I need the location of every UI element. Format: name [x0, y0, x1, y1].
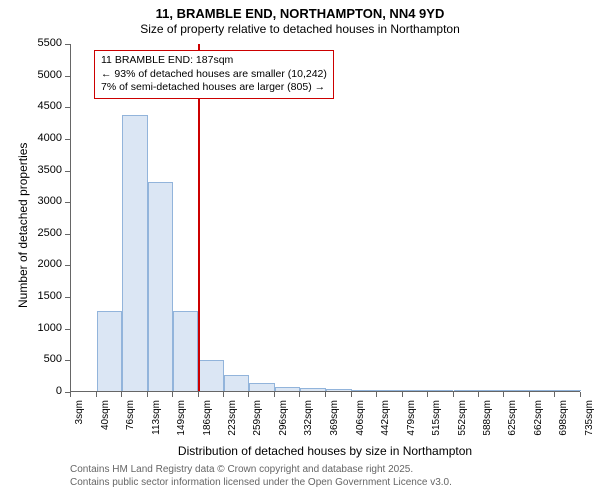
y-tick-label: 1500 [0, 290, 62, 302]
x-tick [529, 392, 530, 397]
x-tick-label: 552sqm [457, 400, 468, 460]
histogram-bar [275, 387, 300, 391]
x-tick-label: 625sqm [507, 400, 518, 460]
attribution-line1: Contains HM Land Registry data © Crown c… [70, 464, 452, 477]
x-tick-label: 369sqm [329, 400, 340, 460]
x-tick-label: 186sqm [202, 400, 213, 460]
histogram-bar [479, 390, 505, 391]
y-tick [65, 171, 70, 172]
x-tick-label: 442sqm [380, 400, 391, 460]
x-tick [503, 392, 504, 397]
histogram-bar [403, 390, 428, 391]
histogram-bar [97, 311, 122, 391]
x-tick [121, 392, 122, 397]
y-tick [65, 329, 70, 330]
y-tick [65, 44, 70, 45]
annotation-line2: ← 93% of detached houses are smaller (10… [101, 68, 327, 82]
x-tick [147, 392, 148, 397]
y-tick-label: 0 [0, 385, 62, 397]
x-tick [453, 392, 454, 397]
x-tick-label: 515sqm [431, 400, 442, 460]
y-tick [65, 202, 70, 203]
histogram-bar [224, 375, 249, 391]
x-tick [172, 392, 173, 397]
x-tick-label: 223sqm [227, 400, 238, 460]
y-tick [65, 139, 70, 140]
x-tick [299, 392, 300, 397]
histogram-bar [199, 360, 225, 391]
x-tick [351, 392, 352, 397]
y-tick [65, 360, 70, 361]
histogram-bar [555, 390, 581, 391]
y-tick-label: 2500 [0, 227, 62, 239]
x-tick [274, 392, 275, 397]
histogram-bar [173, 311, 199, 391]
x-tick-label: 259sqm [252, 400, 263, 460]
x-tick-label: 40sqm [100, 400, 111, 460]
x-tick-label: 406sqm [355, 400, 366, 460]
x-tick-label: 332sqm [303, 400, 314, 460]
x-tick [223, 392, 224, 397]
annotation-box: 11 BRAMBLE END: 187sqm← 93% of detached … [94, 50, 334, 99]
x-tick-label: 76sqm [125, 400, 136, 460]
x-tick-label: 588sqm [482, 400, 493, 460]
y-tick-label: 3500 [0, 164, 62, 176]
y-tick-label: 3000 [0, 195, 62, 207]
y-tick [65, 76, 70, 77]
x-tick [478, 392, 479, 397]
x-tick [376, 392, 377, 397]
histogram-bar [352, 390, 377, 391]
y-tick-label: 5500 [0, 37, 62, 49]
histogram-bar [148, 182, 173, 391]
y-tick [65, 265, 70, 266]
x-axis-label: Distribution of detached houses by size … [70, 444, 580, 458]
y-tick [65, 297, 70, 298]
x-tick [325, 392, 326, 397]
histogram-bar [122, 115, 148, 392]
histogram-bar [530, 390, 555, 391]
y-tick [65, 234, 70, 235]
y-tick-label: 1000 [0, 322, 62, 334]
x-tick [70, 392, 71, 397]
x-tick [198, 392, 199, 397]
y-tick-label: 4500 [0, 100, 62, 112]
histogram-bar [249, 383, 275, 391]
histogram-bar [377, 390, 403, 391]
y-tick-label: 500 [0, 353, 62, 365]
attribution-line2: Contains public sector information licen… [70, 477, 452, 490]
histogram-bar [428, 390, 454, 391]
x-tick-label: 662sqm [533, 400, 544, 460]
histogram-bar [454, 390, 479, 391]
annotation-line3: 7% of semi-detached houses are larger (8… [101, 81, 327, 95]
x-tick [427, 392, 428, 397]
x-tick-label: 735sqm [584, 400, 595, 460]
x-tick [554, 392, 555, 397]
histogram-bar [326, 389, 352, 391]
chart-container: 11, BRAMBLE END, NORTHAMPTON, NN4 9YD Si… [0, 0, 600, 500]
y-tick-label: 4000 [0, 132, 62, 144]
x-tick-label: 698sqm [558, 400, 569, 460]
x-tick [580, 392, 581, 397]
y-tick [65, 107, 70, 108]
x-tick-label: 479sqm [406, 400, 417, 460]
x-tick [248, 392, 249, 397]
chart-title: 11, BRAMBLE END, NORTHAMPTON, NN4 9YD [0, 6, 600, 21]
x-tick-label: 149sqm [176, 400, 187, 460]
annotation-line1: 11 BRAMBLE END: 187sqm [101, 54, 327, 68]
x-tick-label: 113sqm [151, 400, 162, 460]
histogram-bar [300, 388, 326, 391]
chart-subtitle: Size of property relative to detached ho… [0, 22, 600, 36]
y-tick-label: 2000 [0, 258, 62, 270]
attribution-text: Contains HM Land Registry data © Crown c… [70, 464, 452, 489]
histogram-bar [504, 390, 530, 391]
y-tick-label: 5000 [0, 69, 62, 81]
x-tick-label: 296sqm [278, 400, 289, 460]
x-tick [402, 392, 403, 397]
x-tick [96, 392, 97, 397]
x-tick-label: 3sqm [74, 400, 85, 460]
